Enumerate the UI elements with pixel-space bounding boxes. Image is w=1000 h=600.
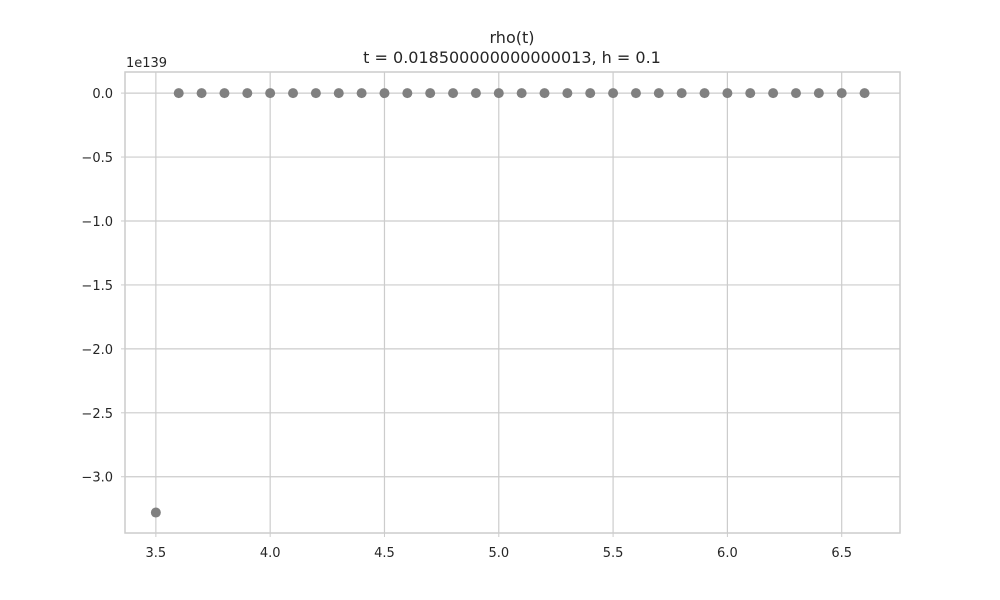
x-tick-label: 5.0 [488,546,509,561]
data-point [768,88,779,99]
data-point [379,88,390,99]
data-point [493,88,504,99]
data-point [676,88,687,99]
plot-frame [124,71,901,534]
data-point [310,88,321,99]
data-point [425,88,436,99]
data-point [516,88,527,99]
x-tick-label: 4.5 [374,546,395,561]
data-point [539,88,550,99]
data-point [173,88,184,99]
data-point [448,88,459,99]
x-tick-label: 6.5 [831,546,852,561]
data-point [470,88,481,99]
data-point [150,507,161,518]
data-point [745,88,756,99]
grid [125,72,900,533]
chart-title: rho(t) [490,28,535,47]
data-point [288,88,299,99]
data-point [219,88,230,99]
data-point [859,88,870,99]
y-tick-label: −1.0 [81,215,113,230]
data-point [356,88,367,99]
data-points [150,88,870,518]
x-axis: 3.5 4.0 4.5 5.0 5.5 6.0 6.5 [146,533,852,561]
data-point [836,88,847,99]
data-point [630,88,641,99]
data-point [333,88,344,99]
data-point [722,88,733,99]
data-point [813,88,824,99]
x-tick-label: 5.5 [603,546,624,561]
y-tick-label: −1.5 [81,279,113,294]
y-tick-label: 0.0 [92,87,113,102]
x-tick-label: 6.0 [717,546,738,561]
data-point [196,88,207,99]
data-point [402,88,413,99]
data-point [242,88,253,99]
x-tick-label: 4.0 [260,546,281,561]
data-point [562,88,573,99]
y-tick-label: −2.5 [81,407,113,422]
data-point [608,88,619,99]
chart-subtitle: t = 0.018500000000000013, h = 0.1 [363,48,661,67]
data-point [790,88,801,99]
y-tick-label: −0.5 [81,151,113,166]
data-point [585,88,596,99]
y-offset-label: 1e139 [126,56,167,71]
x-tick-label: 3.5 [146,546,167,561]
data-point [699,88,710,99]
y-tick-label: −3.0 [81,471,113,486]
data-point [265,88,276,99]
data-point [653,88,664,99]
y-tick-label: −2.0 [81,343,113,358]
y-axis: 0.0 −0.5 −1.0 −1.5 −2.0 −2.5 −3.0 [81,87,125,486]
